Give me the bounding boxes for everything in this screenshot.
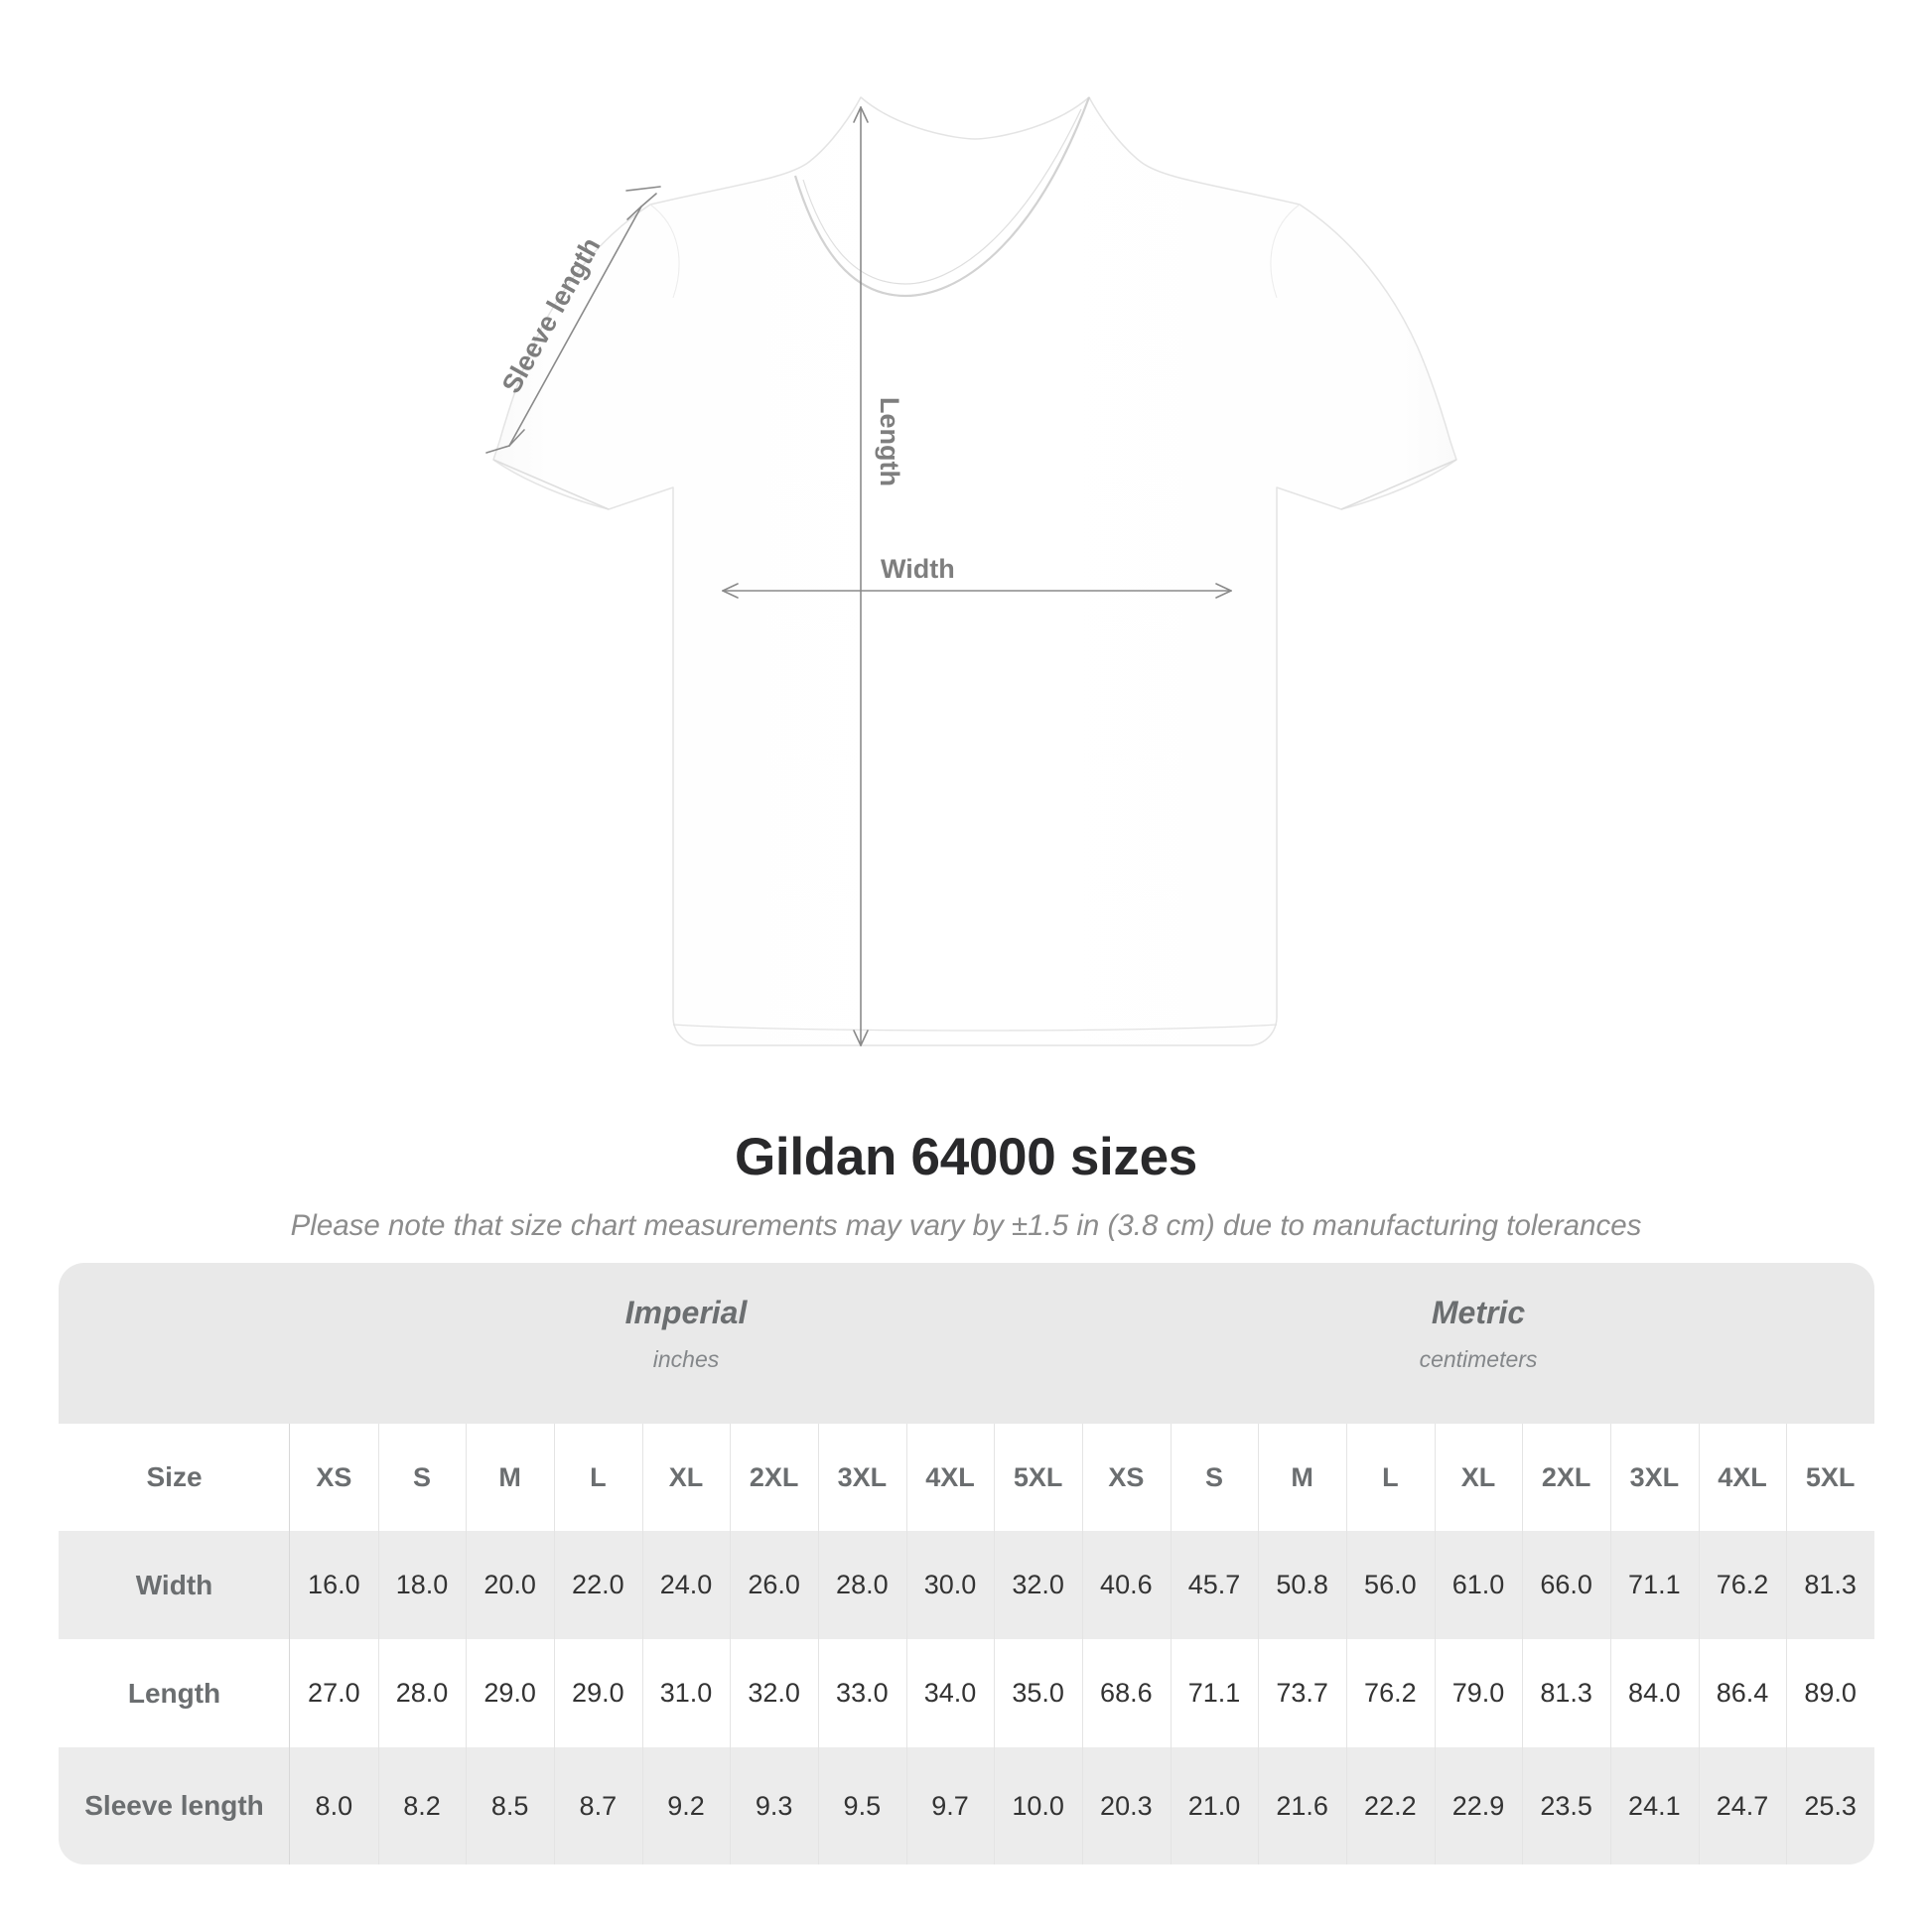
svg-text:Width: Width bbox=[881, 554, 955, 584]
svg-text:Length: Length bbox=[875, 397, 904, 486]
